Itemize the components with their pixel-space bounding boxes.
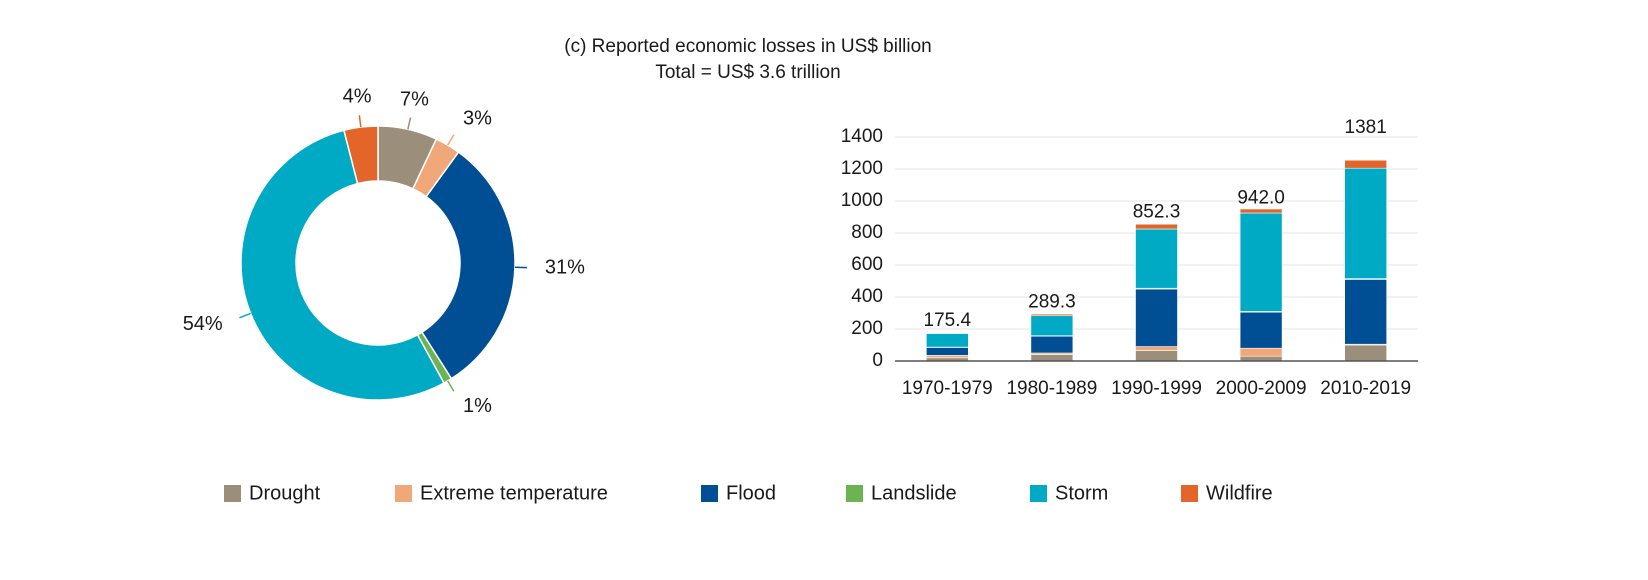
- legend-label: Extreme temperature: [420, 482, 608, 504]
- y-tick-label: 1000: [841, 190, 883, 211]
- total-label: 942.0: [1237, 187, 1285, 208]
- bar-segment: [1135, 228, 1178, 289]
- legend-label: Drought: [249, 482, 321, 504]
- leader-line: [358, 115, 362, 128]
- bar-segment: [1344, 167, 1387, 279]
- y-tick-label: 600: [851, 254, 883, 275]
- legend-label: Flood: [726, 482, 776, 504]
- y-tick-label: 1200: [841, 158, 883, 179]
- bar-segment: [1030, 313, 1074, 317]
- x-tick-label: 1970-1979: [902, 378, 993, 399]
- pie-slice: [420, 151, 516, 380]
- leader-line: [239, 312, 251, 319]
- legend-swatch: [224, 485, 241, 502]
- leader-line: [447, 380, 455, 392]
- bar-segment: [1344, 279, 1387, 345]
- bar-segment: [1135, 350, 1178, 362]
- bar-segment: [1239, 311, 1283, 349]
- bar-segment: [925, 355, 969, 359]
- legend-label: Storm: [1055, 482, 1108, 504]
- legend-swatch: [701, 485, 718, 502]
- chart-subtitle: Total = US$ 3.6 trillion: [655, 62, 840, 83]
- y-tick-label: 800: [851, 222, 883, 243]
- leader-line: [447, 134, 455, 146]
- chart-title: (c) Reported economic losses in US$ bill…: [564, 36, 932, 57]
- legend-swatch: [1030, 485, 1047, 502]
- total-label: 852.3: [1133, 202, 1181, 223]
- bar-segment: [1135, 223, 1178, 230]
- legend-swatch: [1181, 485, 1198, 502]
- y-tick-label: 400: [851, 286, 883, 307]
- bar-segment: [925, 333, 969, 348]
- y-tick-label: 1400: [841, 126, 883, 147]
- data-label: 4%: [343, 86, 372, 108]
- pie-slice: [240, 129, 446, 401]
- bar-segment: [1344, 159, 1387, 169]
- leader-line: [407, 117, 412, 130]
- bar-segment: [1030, 335, 1074, 354]
- total-label: 1381: [1345, 117, 1387, 138]
- legend-label: Landslide: [871, 482, 957, 504]
- pie-slice: [343, 125, 379, 185]
- y-tick-label: 200: [851, 318, 883, 339]
- bar-segment: [1239, 347, 1283, 357]
- data-label: 3%: [463, 108, 492, 130]
- bar-segment: [925, 347, 969, 356]
- bar-segment: [1239, 212, 1283, 312]
- legend-swatch: [846, 485, 863, 502]
- bar-segment: [1344, 344, 1387, 362]
- total-label: 175.4: [924, 310, 972, 331]
- legend-label: Wildfire: [1206, 482, 1273, 504]
- data-label: 31%: [545, 257, 585, 279]
- y-tick-label: 0: [872, 350, 883, 371]
- x-tick-label: 1980-1989: [1006, 378, 1097, 399]
- x-tick-label: 1990-1999: [1111, 378, 1202, 399]
- bar-segment: [1135, 288, 1178, 347]
- total-label: 289.3: [1028, 292, 1076, 313]
- x-tick-label: 2000-2009: [1216, 378, 1307, 399]
- data-label: 1%: [463, 395, 492, 417]
- bar-segment: [1030, 354, 1074, 362]
- data-label: 54%: [183, 313, 223, 335]
- bar-segment: [1030, 315, 1074, 337]
- data-label: 7%: [400, 88, 429, 110]
- x-tick-label: 2010-2019: [1320, 378, 1411, 399]
- bar-segment: [1135, 346, 1178, 351]
- bar-segment: [1239, 208, 1283, 214]
- legend-swatch: [395, 485, 412, 502]
